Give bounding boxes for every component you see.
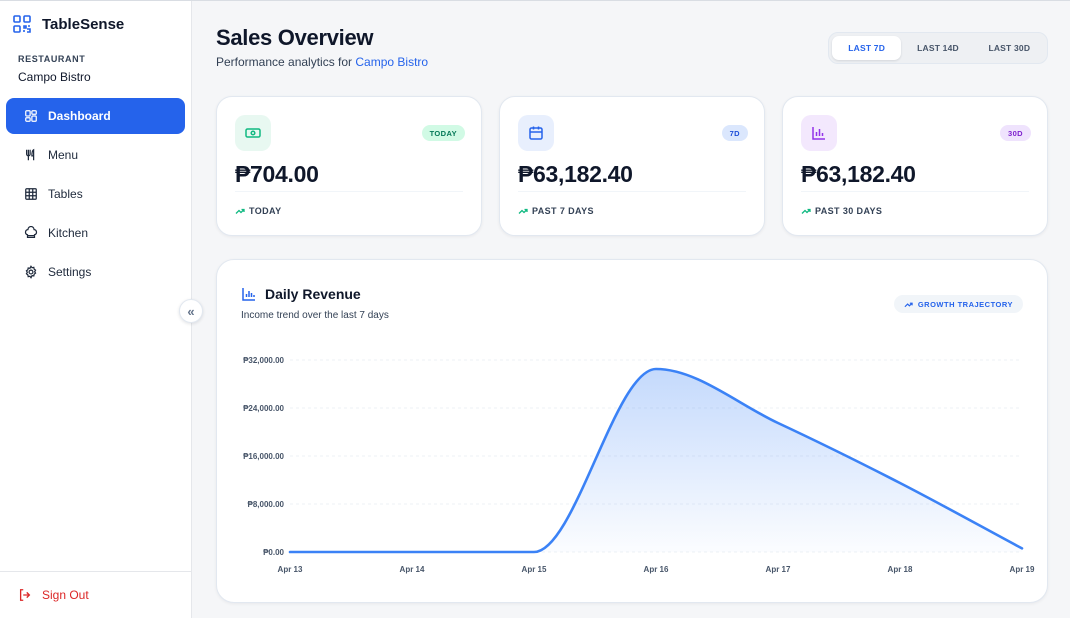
sidebar-item-settings[interactable]: Settings — [6, 254, 185, 290]
stat-card-today: TODAY ₱704.00 TODAY — [216, 96, 482, 236]
dashboard-icon — [25, 110, 37, 122]
growth-badge-label: GROWTH TRAJECTORY — [917, 299, 1013, 309]
revenue-chart: ₱0.00 ₱8,000.00 ₱16,000.00 ₱24,000.00 ₱32,00… — [243, 356, 1035, 574]
gear-icon — [25, 265, 37, 279]
sidebar-item-menu[interactable]: Menu — [6, 137, 185, 173]
stat-value: ₱704.00 — [235, 161, 319, 187]
trending-up-icon — [801, 208, 811, 214]
page-subtitle-prefix: Performance analytics for — [216, 55, 356, 69]
stat-footer: PAST 7 DAYS — [518, 206, 594, 216]
sidebar-item-label: Dashboard — [48, 109, 111, 123]
x-tick-label: Apr 18 — [888, 565, 913, 574]
sidebar-divider — [0, 571, 191, 572]
restaurant-name[interactable]: Campo Bistro — [18, 70, 91, 84]
x-tick-label: Apr 17 — [766, 565, 791, 574]
calendar-icon — [529, 126, 543, 140]
stat-card-7d: 7D ₱63,182.40 PAST 7 DAYS — [499, 96, 765, 236]
date-range-toggle: LAST 7D LAST 14D LAST 30D — [828, 32, 1048, 64]
page-subtitle: Performance analytics for Campo Bistro — [216, 55, 428, 69]
sidebar-item-label: Kitchen — [48, 226, 89, 240]
sign-out-button[interactable]: Sign Out — [18, 588, 89, 602]
sidebar-item-label: Tables — [48, 187, 83, 201]
card-icon-wrap — [235, 115, 271, 151]
chevrons-left-icon: « — [187, 303, 195, 319]
restaurant-link[interactable]: Campo Bistro — [355, 55, 429, 69]
growth-badge: GROWTH TRAJECTORY — [893, 295, 1023, 313]
daily-revenue-card: Daily Revenue Income trend over the last… — [216, 259, 1048, 603]
revenue-subtitle: Income trend over the last 7 days — [241, 310, 389, 321]
trending-up-icon — [235, 208, 245, 214]
x-tick-label: Apr 16 — [644, 565, 669, 574]
stat-footer: TODAY — [235, 206, 282, 216]
stat-footer-label: TODAY — [249, 206, 282, 216]
revenue-header: Daily Revenue — [241, 286, 361, 302]
y-tick-label: ₱0.00 — [263, 548, 284, 557]
status-badge: TODAY — [421, 125, 465, 141]
qr-code-icon — [13, 15, 31, 33]
status-badge: 7D — [721, 125, 748, 141]
trending-up-icon — [904, 302, 913, 307]
stat-value: ₱63,182.40 — [518, 161, 633, 187]
stat-value: ₱63,182.40 — [801, 161, 916, 187]
stat-footer-label: PAST 30 DAYS — [815, 206, 883, 216]
y-tick-label: ₱16,000.00 — [243, 452, 284, 461]
trending-up-icon — [518, 208, 528, 214]
x-tick-label: Apr 19 — [1010, 565, 1035, 574]
sidebar-item-tables[interactable]: Tables — [6, 176, 185, 212]
range-30d-button[interactable]: LAST 30D — [988, 43, 1031, 53]
card-divider — [235, 191, 463, 192]
card-divider — [518, 191, 746, 192]
cash-icon — [245, 128, 261, 138]
x-tick-label: Apr 14 — [400, 565, 425, 574]
range-14d-button[interactable]: LAST 14D — [917, 43, 959, 53]
x-tick-label: Apr 15 — [522, 565, 547, 574]
card-divider — [801, 191, 1029, 192]
stat-footer: PAST 30 DAYS — [801, 206, 882, 216]
utensils-icon — [26, 148, 35, 161]
bar-chart-icon — [242, 288, 255, 301]
status-badge: 30D — [1000, 125, 1031, 141]
revenue-title: Daily Revenue — [265, 286, 361, 302]
sign-out-label: Sign Out — [42, 588, 89, 602]
y-tick-label: ₱32,000.00 — [243, 356, 284, 365]
app-name: TableSense — [42, 15, 125, 33]
revenue-area — [290, 369, 1022, 552]
sidebar-item-label: Menu — [48, 148, 79, 162]
card-icon-wrap — [518, 115, 554, 151]
sidebar-item-dashboard[interactable]: Dashboard — [6, 98, 185, 134]
logout-icon — [19, 589, 31, 601]
sidebar-nav: Dashboard Menu Tables Kitchen — [6, 98, 185, 293]
bar-chart-icon — [812, 127, 825, 140]
sidebar: TableSense RESTAURANT Campo Bistro Dashb… — [0, 1, 192, 618]
page-title: Sales Overview — [216, 25, 374, 50]
collapse-sidebar-button[interactable]: « — [179, 299, 203, 323]
brand[interactable]: TableSense — [12, 13, 124, 35]
stat-footer-label: PAST 7 DAYS — [532, 206, 594, 216]
restaurant-label: RESTAURANT — [18, 54, 86, 64]
chef-hat-icon — [24, 226, 38, 238]
range-7d-button[interactable]: LAST 7D — [832, 36, 902, 60]
grid-icon — [25, 188, 37, 200]
y-tick-label: ₱24,000.00 — [243, 404, 284, 413]
sidebar-item-kitchen[interactable]: Kitchen — [6, 215, 185, 251]
card-icon-wrap — [801, 115, 837, 151]
stat-card-30d: 30D ₱63,182.40 PAST 30 DAYS — [782, 96, 1048, 236]
sidebar-item-label: Settings — [48, 265, 92, 279]
y-tick-label: ₱8,000.00 — [248, 500, 285, 509]
x-tick-label: Apr 13 — [278, 565, 303, 574]
revenue-line — [288, 367, 1024, 554]
